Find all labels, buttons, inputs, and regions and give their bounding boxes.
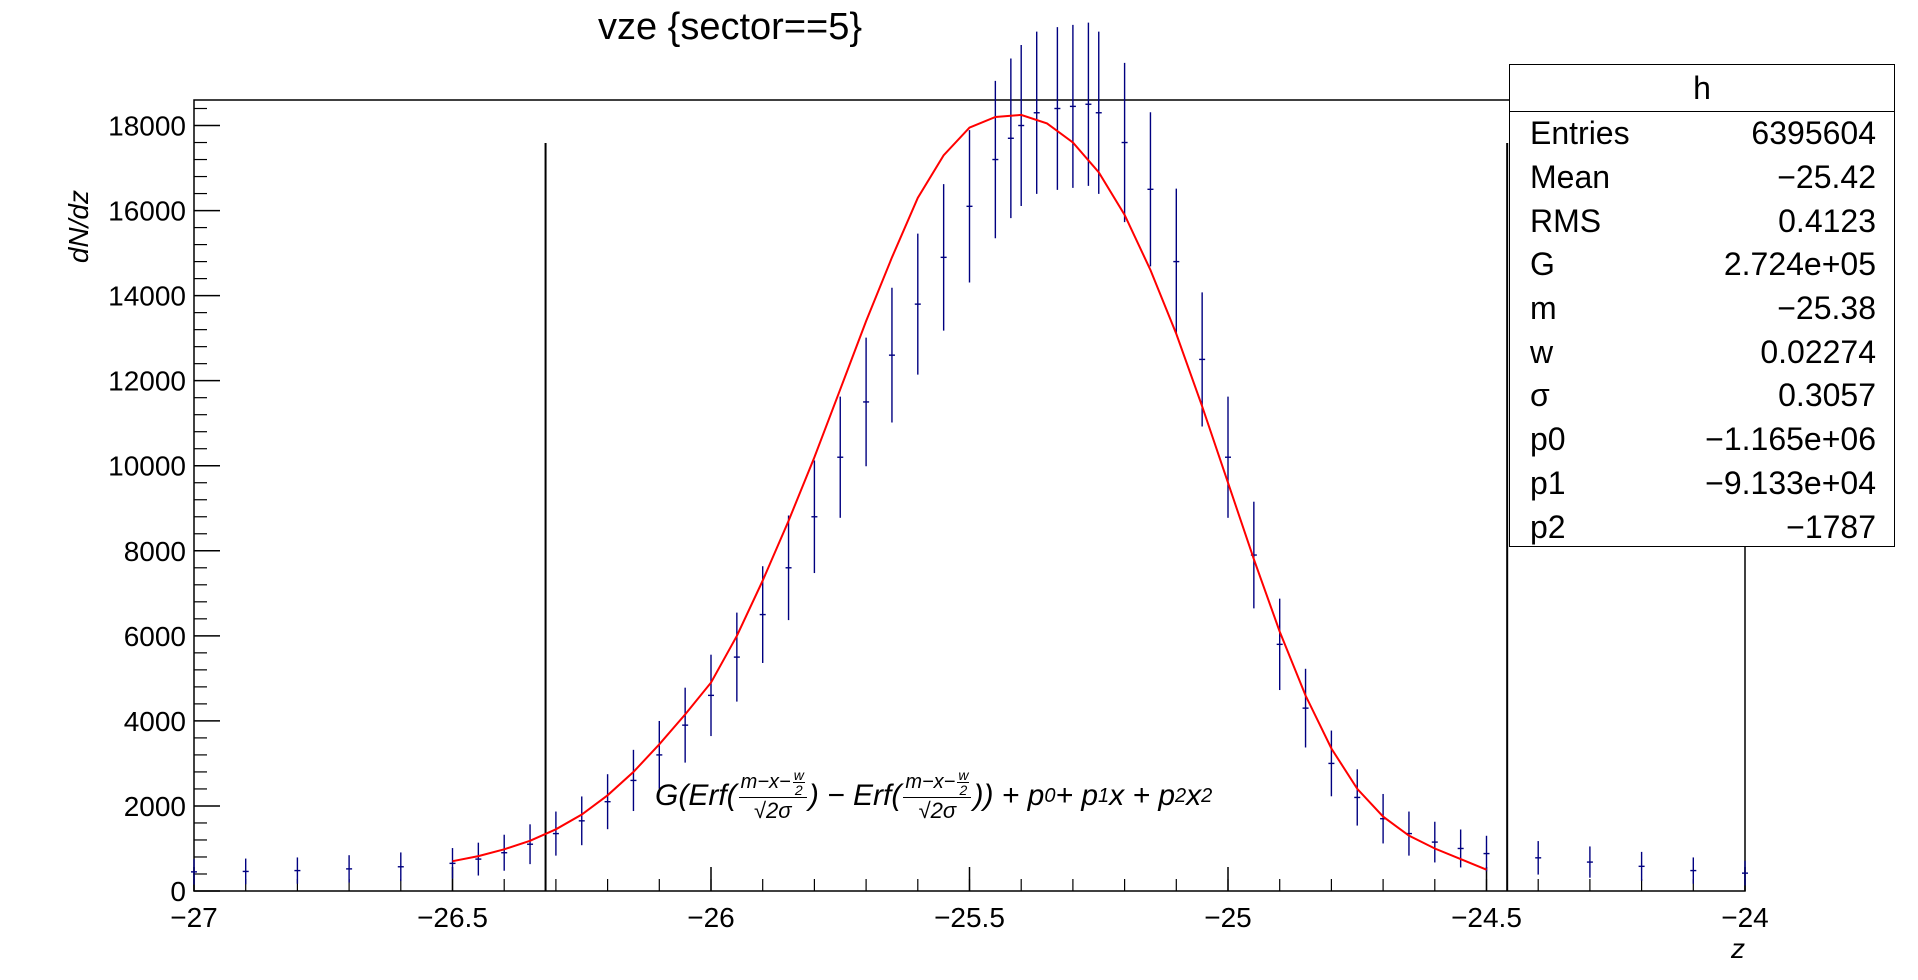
y-tick-label: 2000 [124,791,186,822]
formula-end: )) + p [973,779,1045,812]
y-axis: 0 2000 4000 6000 8000 10000 12000 14000 16000 180… [108,107,220,907]
x-tick-label: −25 [1204,902,1252,933]
formula-g-erf: G(Erf( [655,779,737,812]
y-tick-label: 6000 [124,621,186,652]
formula-x-plus-p: x + p [1109,779,1176,812]
stats-row: p2 −1787 [1510,505,1894,549]
x-axis: −27 −26.5 −26 −25.5 −25 −24.5 −24 [170,867,1769,933]
stats-row: σ 0.3057 [1510,374,1894,418]
y-axis-label: dN/dz [63,190,94,263]
stats-value: −25.42 [1777,159,1876,196]
formula-sub0: 0 [1044,784,1056,807]
stats-row: RMS 0.4123 [1510,199,1894,243]
y-tick-label: 10000 [108,451,186,482]
stats-label: w [1530,333,1554,370]
formula-den: √2σ [753,798,792,823]
stats-value: 0.3057 [1778,377,1876,414]
stats-label: m [1530,290,1557,327]
stats-value: 2.724e+05 [1723,246,1876,283]
stats-label: Mean [1530,159,1611,196]
stats-box: h Entries 6395604 Mean −25.42 RMS 0.4123 G 2.72… [1509,64,1895,547]
stats-label: Entries [1530,115,1630,152]
stats-row: Entries 6395604 [1510,112,1894,156]
y-tick-label: 16000 [108,196,186,227]
y-tick-label: 14000 [108,281,186,312]
formula-two: 2 [794,782,803,798]
stats-value: −9.133e+04 [1705,464,1876,501]
stats-row: G 2.724e+05 [1510,243,1894,287]
y-tick-label: 0 [170,876,186,907]
stats-label: p0 [1530,421,1566,458]
formula-plus-p: + p [1055,779,1099,812]
chart-title: vze {sector==5} [597,6,863,48]
stats-row: p0 −1.165e+06 [1510,418,1894,462]
formula-den-2: √2σ [918,798,957,823]
formula-mid: ) − Erf( [808,779,902,812]
formula-sub2: 2 [1175,784,1187,807]
range-markers [544,143,1509,891]
stats-rows: Entries 6395604 Mean −25.42 RMS 0.4123 G 2.724e… [1510,112,1894,549]
stats-row: Mean −25.42 [1510,156,1894,200]
x-tick-label: −26.5 [417,902,488,933]
y-tick-label: 12000 [108,366,186,397]
y-tick-label: 18000 [108,111,186,142]
x-tick-label: −24 [1721,902,1769,933]
y-tick-label: 8000 [124,536,186,567]
formula-w: w [792,767,805,783]
stats-label: p2 [1530,508,1566,545]
stats-title: h [1510,65,1894,112]
formula-fraction-1: m−x− w 2 √2σ [738,767,807,824]
x-tick-label: −26 [687,902,735,933]
stats-label: p1 [1530,464,1566,501]
stats-value: 0.02274 [1760,333,1876,370]
x-tick-label: −27 [170,902,218,933]
fit-curve [452,113,1487,871]
stats-row: m −25.38 [1510,287,1894,331]
stats-row: w 0.02274 [1510,330,1894,374]
stats-value: 0.4123 [1778,202,1876,239]
stats-label: σ [1530,377,1550,414]
formula-sup2: 2 [1201,784,1213,807]
formula-fraction-2: m−x− w 2 √2σ [903,767,972,824]
formula-x: x [1186,779,1202,812]
x-axis-label: z [1730,933,1745,964]
y-tick-label: 4000 [124,706,186,737]
x-tick-label: −24.5 [1451,902,1522,933]
formula-num: m−x− [740,771,791,793]
data-points [191,22,1748,886]
stats-row: p1 −9.133e+04 [1510,462,1894,506]
fit-formula: G(Erf( m−x− w 2 √2σ ) − Erf( m−x− w 2 √2… [655,768,1212,824]
formula-sub1: 1 [1098,784,1110,807]
stats-value: −25.38 [1777,290,1876,327]
stats-value: −1.165e+06 [1705,421,1876,458]
formula-w-2: w [957,767,970,783]
stats-label: RMS [1530,202,1602,239]
stats-value: −1787 [1786,508,1876,545]
stats-value: 6395604 [1751,115,1876,152]
stats-label: G [1530,246,1555,283]
x-tick-label: −25.5 [934,902,1005,933]
formula-num-2: m−x− [905,771,956,793]
formula-two-2: 2 [959,782,968,798]
